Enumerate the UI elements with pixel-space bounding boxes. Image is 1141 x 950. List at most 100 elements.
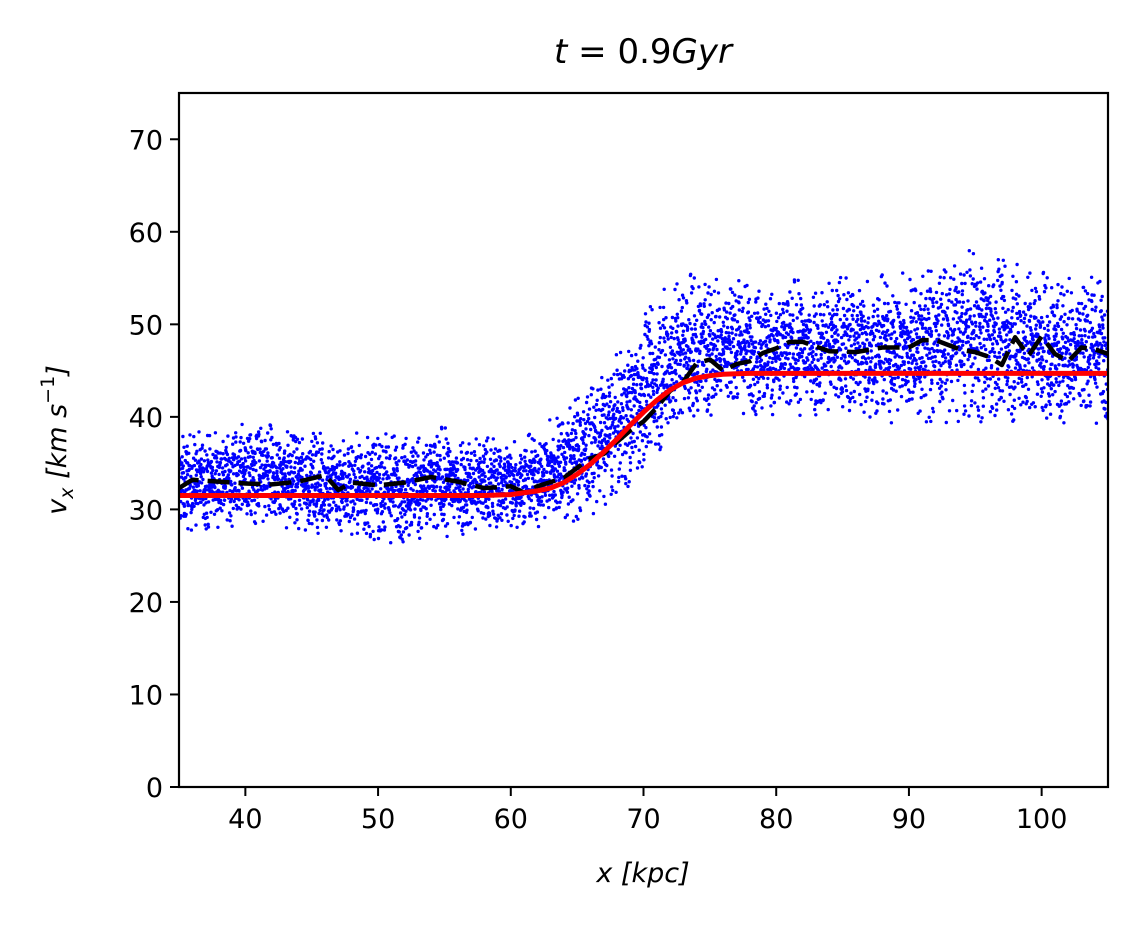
scatter-point — [856, 367, 861, 372]
scatter-point — [598, 489, 602, 493]
scatter-point — [209, 510, 213, 514]
scatter-point — [574, 431, 578, 436]
scatter-point — [237, 489, 241, 493]
scatter-point — [186, 502, 190, 507]
scatter-point — [1009, 329, 1013, 334]
scatter-point — [598, 433, 603, 438]
scatter-point — [675, 312, 679, 316]
scatter-point — [981, 404, 985, 408]
scatter-point — [836, 395, 841, 399]
scatter-point — [663, 403, 667, 407]
scatter-point — [674, 398, 678, 403]
scatter-point — [876, 401, 880, 406]
scatter-point — [862, 410, 866, 414]
scatter-point — [659, 407, 664, 411]
scatter-point — [230, 461, 234, 466]
scatter-point — [232, 499, 236, 504]
scatter-point — [758, 339, 763, 343]
scatter-point — [566, 421, 570, 425]
scatter-point — [1001, 258, 1005, 262]
scatter-point — [696, 383, 701, 387]
scatter-point — [733, 313, 737, 317]
scatter-point — [305, 473, 309, 478]
scatter-point — [250, 499, 254, 503]
scatter-point — [766, 376, 770, 381]
scatter-point — [608, 400, 613, 404]
scatter-point — [679, 309, 684, 313]
scatter-point — [431, 471, 435, 476]
scatter-point — [445, 522, 450, 526]
scatter-point — [835, 288, 839, 293]
scatter-point — [911, 338, 916, 342]
scatter-point — [1010, 324, 1014, 329]
scatter-point — [825, 300, 829, 304]
scatter-point — [808, 328, 813, 332]
scatter-point — [429, 459, 433, 463]
scatter-point — [781, 391, 785, 395]
scatter-point — [1012, 380, 1016, 384]
scatter-point — [288, 515, 292, 519]
scatter-point — [442, 445, 446, 450]
scatter-point — [551, 437, 555, 442]
scatter-point — [747, 344, 751, 348]
scatter-point — [293, 460, 297, 465]
scatter-point — [639, 382, 643, 386]
scatter-point — [490, 504, 495, 509]
scatter-point — [192, 504, 196, 508]
scatter-point — [374, 465, 379, 470]
scatter-point — [295, 512, 299, 516]
scatter-point — [409, 501, 413, 505]
scatter-point — [855, 331, 859, 335]
scatter-point — [836, 293, 840, 298]
scatter-point — [400, 515, 404, 519]
scatter-point — [566, 441, 571, 445]
scatter-point — [1000, 280, 1004, 285]
scatter-point — [318, 431, 322, 435]
scatter-point — [783, 302, 787, 306]
scatter-point — [813, 291, 818, 295]
scatter-point — [217, 465, 222, 470]
scatter-point — [1014, 352, 1018, 356]
scatter-point — [466, 478, 470, 482]
scatter-point — [981, 396, 986, 400]
scatter-point — [315, 525, 320, 530]
scatter-point — [909, 315, 913, 319]
scatter-point — [994, 300, 998, 304]
scatter-point — [395, 469, 399, 473]
scatter-point — [696, 370, 700, 375]
scatter-point — [428, 451, 433, 455]
scatter-point — [812, 304, 816, 308]
scatter-point — [662, 317, 666, 322]
scatter-point — [575, 492, 580, 496]
scatter-point — [319, 458, 323, 462]
scatter-point — [918, 409, 922, 413]
scatter-point — [297, 456, 301, 460]
scatter-point — [793, 357, 798, 362]
scatter-point — [657, 348, 661, 352]
scatter-point — [591, 511, 596, 516]
scatter-point — [304, 502, 309, 506]
scatter-point — [698, 349, 702, 353]
scatter-point — [498, 464, 502, 469]
scatter-point — [424, 455, 428, 459]
scatter-point — [668, 415, 672, 420]
scatter-point — [411, 477, 415, 481]
scatter-point — [681, 352, 685, 356]
scatter-point — [566, 433, 570, 437]
scatter-point — [810, 345, 815, 350]
scatter-point — [701, 329, 706, 334]
scatter-point — [204, 501, 208, 505]
scatter-point — [917, 368, 922, 372]
scatter-point — [946, 323, 951, 328]
scatter-point — [970, 282, 974, 286]
scatter-point — [920, 356, 924, 360]
scatter-point — [991, 347, 995, 351]
scatter-point — [434, 498, 438, 502]
scatter-point — [351, 508, 356, 512]
scatter-point — [531, 506, 536, 511]
scatter-point — [305, 506, 309, 510]
scatter-point — [616, 479, 621, 484]
scatter-point — [384, 456, 389, 460]
scatter-point — [443, 524, 448, 528]
scatter-point — [619, 421, 623, 425]
